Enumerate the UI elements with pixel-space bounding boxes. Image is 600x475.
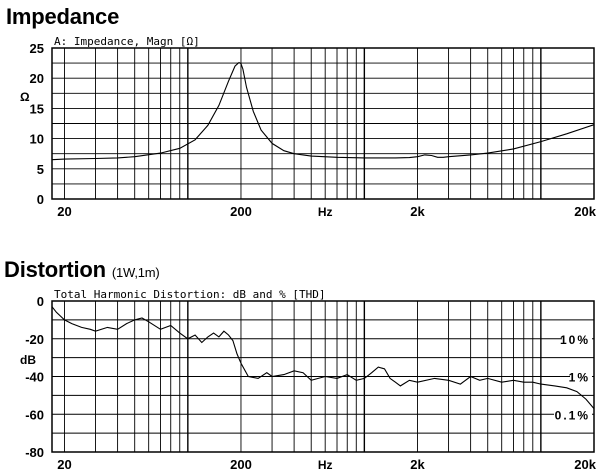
y-tick-label: 25 — [30, 41, 44, 56]
percent-marker-bg — [570, 369, 592, 384]
x-tick-label: 20k — [574, 204, 596, 219]
y-tick-label: -60 — [25, 407, 44, 422]
y-tick-label: -40 — [25, 370, 44, 385]
x-tick-label: 200 — [230, 457, 252, 472]
chart-subtitle: Total Harmonic Distortion: dB and % [THD… — [54, 288, 326, 301]
plot-frame — [51, 47, 595, 200]
percent-marker-bg — [554, 407, 592, 422]
percent-marker-label: 0.1% — [555, 408, 590, 422]
series-line — [51, 306, 595, 409]
percent-marker-label: 1% — [569, 371, 590, 385]
y-tick-label: 10 — [30, 132, 44, 147]
x-tick-label: 2k — [410, 457, 425, 472]
y-tick-label: 20 — [30, 71, 44, 86]
percent-marker-label: 10% — [560, 333, 590, 347]
y-axis-label: Ω — [20, 90, 30, 104]
y-tick-label: 0 — [37, 294, 44, 309]
x-unit-label: Hz — [318, 458, 333, 472]
distortion-chart: Total Harmonic Distortion: dB and % [THD… — [20, 288, 597, 472]
x-tick-label: 2k — [410, 204, 425, 219]
chart-subtitle: A: Impedance, Magn [Ω] — [54, 35, 200, 48]
x-unit-label: Hz — [318, 205, 333, 219]
percent-marker-bg — [562, 331, 592, 346]
x-tick-label: 20 — [57, 457, 71, 472]
distortion-note: (1W,1m) — [111, 265, 160, 280]
y-axis-label: dB — [20, 353, 36, 367]
impedance-title: Impedance — [6, 4, 120, 29]
distortion-title: Distortion (1W,1m) — [4, 257, 160, 282]
x-tick-label: 200 — [230, 204, 252, 219]
y-tick-label: 15 — [30, 101, 44, 116]
y-tick-label: 5 — [37, 162, 44, 177]
x-tick-label: 20k — [574, 457, 596, 472]
series-line — [51, 61, 595, 161]
y-tick-label: 0 — [37, 192, 44, 207]
y-tick-label: -20 — [25, 332, 44, 347]
plot-frame — [51, 300, 595, 453]
impedance-chart: A: Impedance, Magn [Ω] Ω 0 5 10 15 20 25 20 200 2k… — [20, 35, 597, 219]
x-tick-label: 20 — [57, 204, 71, 219]
y-tick-label: -80 — [25, 445, 44, 460]
